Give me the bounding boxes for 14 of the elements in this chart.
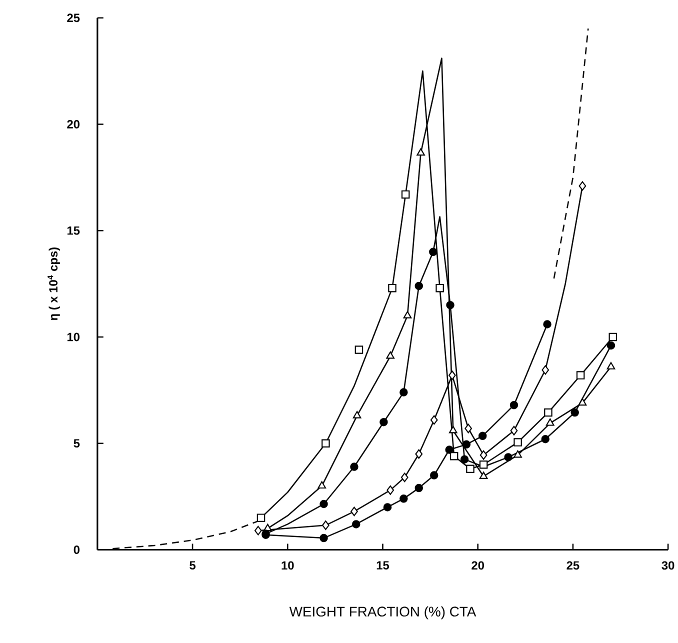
y-tick-label: 15 [67,226,80,235]
y-tick-label: 20 [67,120,80,128]
x-tick-label: 15 [376,561,390,570]
y-tick-label: 5 [74,439,80,448]
y-axis-title: η ( x 10$^{4}$ cps) [48,247,60,320]
x-tick-label: 30 [662,561,674,570]
y-tick-label: 0 [74,545,80,554]
y-tick-label: 25 [67,14,80,22]
x-tick-label: 10 [282,561,294,570]
x-tick-label: 25 [566,561,580,570]
x-axis-title: WEIGHT FRACTION (%) CTA [289,606,476,620]
x-tick-label: 5 [190,561,196,570]
y-tick-label: 10 [67,332,80,342]
x-tick-label: 20 [472,561,484,570]
